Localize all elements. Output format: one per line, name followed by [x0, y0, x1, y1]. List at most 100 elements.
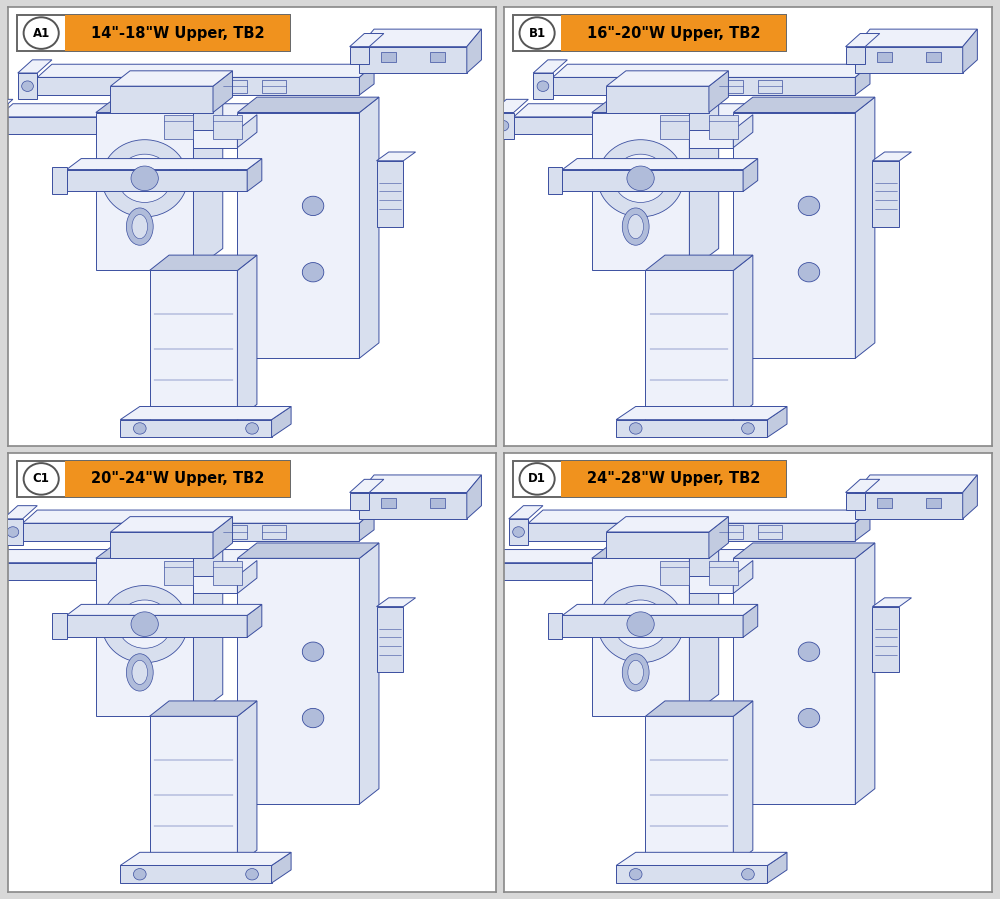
Polygon shape: [18, 60, 52, 73]
Circle shape: [102, 585, 188, 663]
Polygon shape: [926, 52, 941, 62]
Polygon shape: [877, 498, 892, 508]
Circle shape: [7, 527, 19, 538]
Polygon shape: [193, 130, 237, 147]
Polygon shape: [616, 420, 767, 437]
Circle shape: [513, 527, 524, 538]
Polygon shape: [855, 29, 977, 47]
Polygon shape: [709, 71, 728, 112]
Polygon shape: [709, 115, 738, 138]
Polygon shape: [96, 91, 223, 112]
Circle shape: [520, 17, 555, 49]
Polygon shape: [592, 91, 719, 112]
Polygon shape: [0, 549, 350, 563]
Polygon shape: [645, 271, 733, 420]
Ellipse shape: [132, 215, 148, 238]
Polygon shape: [430, 52, 445, 62]
Polygon shape: [846, 33, 880, 47]
Polygon shape: [67, 615, 247, 637]
Polygon shape: [237, 255, 257, 420]
Polygon shape: [467, 545, 504, 558]
FancyBboxPatch shape: [65, 15, 290, 51]
Polygon shape: [767, 406, 787, 437]
Polygon shape: [645, 255, 753, 271]
Circle shape: [537, 81, 549, 92]
Polygon shape: [733, 558, 855, 804]
Polygon shape: [733, 97, 875, 112]
Circle shape: [246, 423, 258, 434]
Polygon shape: [492, 100, 528, 112]
Circle shape: [629, 868, 642, 880]
Polygon shape: [689, 576, 733, 593]
Polygon shape: [467, 475, 481, 519]
Text: A1: A1: [33, 27, 50, 40]
Polygon shape: [381, 52, 396, 62]
Polygon shape: [247, 604, 262, 637]
Polygon shape: [237, 115, 257, 147]
Polygon shape: [509, 505, 543, 519]
Polygon shape: [709, 517, 728, 558]
Polygon shape: [846, 47, 865, 64]
Polygon shape: [489, 563, 831, 580]
Circle shape: [24, 463, 59, 494]
Polygon shape: [359, 475, 481, 493]
Circle shape: [131, 166, 158, 191]
Circle shape: [627, 612, 654, 636]
Circle shape: [742, 423, 754, 434]
Polygon shape: [213, 115, 242, 138]
Polygon shape: [719, 525, 743, 539]
Polygon shape: [430, 498, 445, 508]
Circle shape: [302, 708, 324, 727]
Circle shape: [798, 263, 820, 282]
Polygon shape: [23, 510, 374, 523]
Circle shape: [598, 585, 684, 663]
Circle shape: [246, 868, 258, 880]
Circle shape: [133, 423, 146, 434]
Text: B1: B1: [529, 27, 546, 40]
Polygon shape: [467, 29, 481, 73]
Polygon shape: [67, 158, 262, 170]
Polygon shape: [335, 549, 350, 580]
Polygon shape: [272, 852, 291, 883]
Polygon shape: [359, 510, 374, 541]
Polygon shape: [150, 271, 237, 420]
Polygon shape: [528, 510, 870, 523]
Polygon shape: [733, 112, 855, 358]
Polygon shape: [592, 537, 719, 558]
Polygon shape: [963, 475, 977, 519]
Ellipse shape: [622, 654, 649, 691]
Polygon shape: [150, 255, 257, 271]
Polygon shape: [926, 498, 941, 508]
Polygon shape: [855, 64, 870, 95]
Circle shape: [24, 17, 59, 49]
Polygon shape: [709, 560, 738, 584]
Polygon shape: [689, 537, 719, 717]
Polygon shape: [855, 510, 870, 541]
Polygon shape: [509, 519, 528, 545]
Polygon shape: [350, 479, 384, 493]
FancyBboxPatch shape: [65, 461, 290, 497]
Polygon shape: [350, 47, 369, 64]
Polygon shape: [562, 615, 743, 637]
Polygon shape: [262, 525, 286, 539]
Polygon shape: [758, 525, 782, 539]
Ellipse shape: [132, 661, 148, 684]
Polygon shape: [213, 517, 233, 558]
Circle shape: [629, 423, 642, 434]
Polygon shape: [96, 112, 193, 271]
Polygon shape: [377, 598, 416, 607]
FancyBboxPatch shape: [513, 461, 786, 497]
Polygon shape: [846, 479, 880, 493]
Polygon shape: [52, 167, 67, 193]
Polygon shape: [743, 158, 758, 191]
Polygon shape: [616, 406, 787, 420]
Polygon shape: [110, 71, 233, 86]
Circle shape: [118, 600, 172, 648]
Circle shape: [798, 708, 820, 727]
Polygon shape: [3, 505, 37, 519]
Polygon shape: [562, 158, 758, 170]
Polygon shape: [359, 493, 467, 519]
Polygon shape: [193, 537, 223, 717]
Polygon shape: [120, 406, 291, 420]
Polygon shape: [359, 47, 467, 73]
